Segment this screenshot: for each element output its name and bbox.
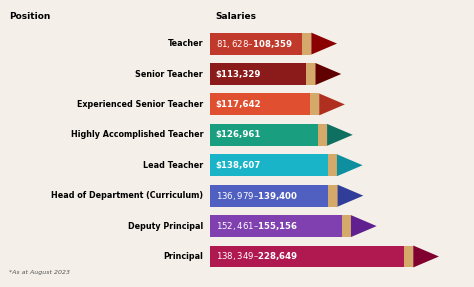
Bar bbox=[210, 185, 328, 207]
Bar bbox=[210, 94, 310, 115]
Bar bbox=[342, 215, 351, 237]
Bar bbox=[210, 215, 342, 237]
Bar bbox=[404, 246, 413, 267]
Bar bbox=[310, 94, 319, 115]
Polygon shape bbox=[413, 246, 439, 267]
Text: Lead Teacher: Lead Teacher bbox=[143, 161, 203, 170]
Bar bbox=[306, 63, 316, 85]
Bar bbox=[210, 124, 318, 146]
Text: $152,461 – $155,156: $152,461 – $155,156 bbox=[216, 220, 298, 232]
Text: Deputy Principal: Deputy Principal bbox=[128, 222, 203, 230]
Text: Highly Accomplished Teacher: Highly Accomplished Teacher bbox=[71, 130, 203, 139]
Text: Position: Position bbox=[9, 12, 51, 21]
Bar bbox=[210, 154, 328, 176]
Polygon shape bbox=[337, 185, 363, 207]
Text: $81,628 – $108,359: $81,628 – $108,359 bbox=[216, 38, 293, 50]
Bar bbox=[210, 63, 306, 85]
Text: *As at August 2023: *As at August 2023 bbox=[9, 270, 71, 275]
Text: $136,979 – $139,400: $136,979 – $139,400 bbox=[216, 190, 298, 202]
Text: $138,349 – $228,649: $138,349 – $228,649 bbox=[216, 251, 298, 263]
Text: $113,329: $113,329 bbox=[216, 69, 261, 79]
Polygon shape bbox=[316, 63, 341, 85]
Bar bbox=[210, 33, 302, 55]
Polygon shape bbox=[351, 215, 377, 237]
Polygon shape bbox=[311, 33, 337, 55]
Text: Teacher: Teacher bbox=[167, 39, 203, 48]
Bar bbox=[318, 124, 327, 146]
Bar bbox=[210, 246, 404, 267]
Text: Senior Teacher: Senior Teacher bbox=[136, 69, 203, 79]
Bar bbox=[328, 154, 337, 176]
Bar bbox=[302, 33, 311, 55]
Text: $117,642: $117,642 bbox=[216, 100, 261, 109]
Polygon shape bbox=[327, 124, 353, 146]
Text: Salaries: Salaries bbox=[216, 12, 257, 21]
Text: Principal: Principal bbox=[163, 252, 203, 261]
Polygon shape bbox=[337, 154, 363, 176]
Polygon shape bbox=[319, 94, 345, 115]
Text: $126,961: $126,961 bbox=[216, 130, 261, 139]
Bar bbox=[328, 185, 337, 207]
Text: $138,607: $138,607 bbox=[216, 161, 261, 170]
Text: Head of Department (Curriculum): Head of Department (Curriculum) bbox=[51, 191, 203, 200]
Text: Experienced Senior Teacher: Experienced Senior Teacher bbox=[77, 100, 203, 109]
